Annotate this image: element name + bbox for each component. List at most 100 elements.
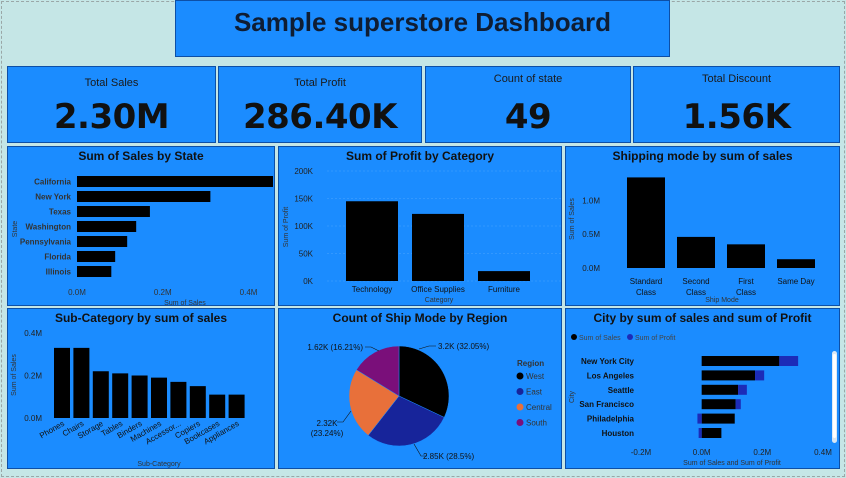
x-axis-label: Sum of Sales and Sum of Profit <box>683 460 781 467</box>
x-tick-label: 0.4M <box>814 448 832 457</box>
category-label: Same Day <box>777 277 814 286</box>
bar <box>189 386 206 418</box>
category-label: Second <box>682 277 709 286</box>
chart-title: Sum of Sales by State <box>78 149 204 163</box>
legend-swatch <box>627 334 633 340</box>
category-label: Texas <box>49 208 72 217</box>
dashboard-title: Sample superstore Dashboard <box>233 7 612 37</box>
category-label: New York City <box>581 357 635 366</box>
sales-by-state-svg: California New York Texas Washington Pennsyl… <box>12 176 273 306</box>
pie-slice-east <box>367 395 445 447</box>
bar <box>77 191 211 202</box>
x-axis-label: Sub-Category <box>137 461 181 468</box>
bar <box>92 371 109 418</box>
bar <box>228 394 245 418</box>
y-axis-label: City <box>569 390 576 403</box>
category-label: Florida <box>44 253 71 262</box>
x-axis-label: Ship Mode <box>705 297 739 304</box>
category-label: California <box>34 178 71 187</box>
bar <box>412 213 464 281</box>
bar <box>77 176 273 187</box>
category-label: Class <box>636 288 656 297</box>
pie-label: (23.24%) <box>311 429 344 438</box>
y-axis-label: Sum of Profit <box>283 207 290 248</box>
y-tick-label: 1.0M <box>582 196 600 205</box>
kpi-value: 1.56K <box>682 97 791 137</box>
bar <box>77 251 116 262</box>
bar <box>73 347 90 418</box>
x-tick-label: 0.4M <box>240 288 258 297</box>
kpi-value: 286.40K <box>242 97 398 137</box>
y-axis-label: Sum of Sales <box>569 198 576 240</box>
legend-swatch <box>516 419 524 426</box>
chart-city-sales-profit[interactable]: City by sum of sales and sum of Profit S… <box>565 308 840 469</box>
kpi-total-discount[interactable]: Total Discount 1.56K <box>633 66 840 143</box>
bar <box>209 394 226 418</box>
category-label: Los Angeles <box>587 371 635 380</box>
bar-profit <box>735 399 741 410</box>
chart-title: Sum of Profit by Category <box>345 149 494 163</box>
bar <box>112 373 129 418</box>
category-label: Furniture <box>488 285 521 294</box>
category-label: Illinois <box>46 268 72 277</box>
category-label: Class <box>686 288 706 297</box>
chart-profit-by-category[interactable]: Sum of Profit by Category 0K 50K 100K 150K 2… <box>278 146 562 306</box>
bar-profit <box>697 413 702 424</box>
bar <box>131 375 148 418</box>
leader-line <box>418 345 436 350</box>
y-axis-label: Sum of Sales <box>11 354 18 396</box>
bar <box>777 259 815 268</box>
x-axis-label: Sum of Sales <box>164 300 206 306</box>
chart-title: Sub-Category by sum of sales <box>54 311 228 325</box>
chart-ship-mode-region[interactable]: Count of Ship Mode by Region 3.2K (32.05… <box>278 308 562 469</box>
ship-mode-sales-svg: 0.0M 0.5M 1.0M Standard Class Second Class Firs… <box>569 177 815 304</box>
category-label: Philadelphia <box>587 415 635 424</box>
category-label: Office Supplies <box>411 285 465 294</box>
legend-label: South <box>526 419 547 428</box>
kpi-count-of-state[interactable]: Count of state 49 <box>425 66 631 143</box>
legend-label: Sum of Sales <box>579 335 621 342</box>
x-tick-label: 0.0M <box>68 288 86 297</box>
bar-profit <box>755 370 765 381</box>
bar <box>77 221 137 232</box>
kpi-label: Total Sales <box>84 77 139 89</box>
chart-ship-mode-sales[interactable]: Shipping mode by sum of sales 0.0M 0.5M 1.… <box>565 146 840 306</box>
kpi-total-profit[interactable]: Total Profit 286.40K <box>218 66 422 143</box>
bar <box>478 271 530 281</box>
legend-swatch <box>516 403 524 411</box>
bar <box>54 347 70 418</box>
pie-slice-central <box>348 369 400 436</box>
y-tick-label: 0.5M <box>582 230 600 239</box>
leader-line <box>365 346 380 352</box>
bar <box>77 266 112 277</box>
category-label: Pennsylvania <box>20 238 72 247</box>
chart-sales-by-state[interactable]: Sum of Sales by State California New York… <box>7 146 275 306</box>
y-tick-label: 100K <box>294 222 313 231</box>
bar-sales <box>701 356 780 366</box>
x-tick-label: 0.0M <box>693 448 711 457</box>
kpi-value: 2.30M <box>53 97 170 137</box>
bar-sales <box>701 384 739 395</box>
category-label: Class <box>736 288 756 297</box>
profit-by-category-svg: 0K 50K 100K 150K 200K Technology Office Suppli… <box>283 167 561 304</box>
category-label: Washington <box>26 223 72 232</box>
kpi-label: Total Discount <box>701 73 772 85</box>
kpi-total-sales[interactable]: Total Sales 2.30M <box>7 66 216 143</box>
bar-sales <box>701 370 756 381</box>
chart-title: Count of Ship Mode by Region <box>332 311 508 325</box>
bar <box>627 177 665 268</box>
category-label: Standard <box>630 277 662 286</box>
chart-subcategory-sales[interactable]: Sub-Category by sum of sales 0.0M 0.2M 0.4… <box>7 308 275 469</box>
y-tick-label: 200K <box>294 167 313 176</box>
bar <box>727 244 765 268</box>
kpi-value: 49 <box>504 97 552 137</box>
category-label: Seattle <box>608 386 635 395</box>
bar-sales <box>701 413 735 424</box>
category-label: Houston <box>602 429 635 438</box>
pie-label: 2.85K (28.5%) <box>423 452 474 461</box>
bar <box>77 236 128 247</box>
chart-title: City by sum of sales and sum of Profit <box>593 311 812 325</box>
pie-label: 2.32K <box>317 419 339 428</box>
leader-line <box>337 410 352 423</box>
bar-profit <box>738 384 747 395</box>
